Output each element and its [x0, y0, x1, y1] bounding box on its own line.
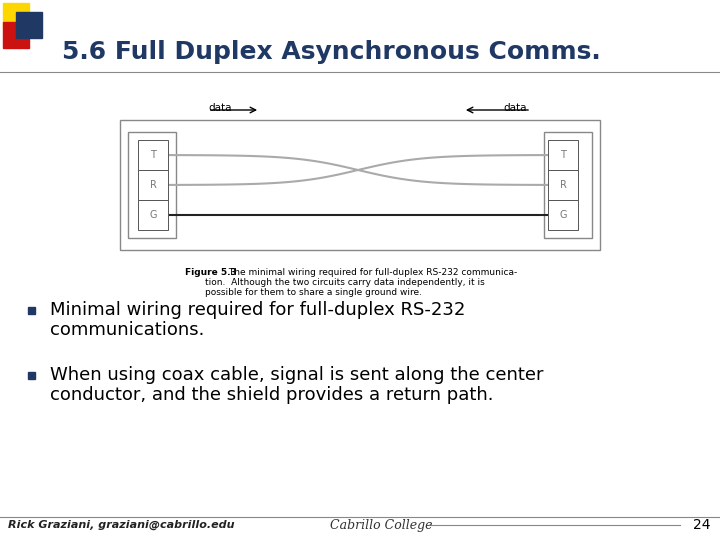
Text: G: G [559, 210, 567, 220]
Bar [28, 372, 35, 379]
Text: conductor, and the shield provides a return path.: conductor, and the shield provides a ret… [50, 386, 493, 404]
Bar [138, 140, 168, 170]
Bar [138, 170, 168, 200]
Text: R: R [150, 180, 156, 190]
Bar [28, 307, 35, 314]
Bar [3, 3, 29, 29]
Bar [16, 12, 42, 38]
Bar [548, 170, 578, 200]
Text: Rick Graziani, graziani@cabrillo.edu: Rick Graziani, graziani@cabrillo.edu [8, 520, 235, 530]
Bar [3, 22, 29, 48]
Text: tion.  Although the two circuits carry data independently, it is: tion. Although the two circuits carry da… [205, 278, 485, 287]
Bar [544, 132, 592, 238]
Bar [548, 200, 578, 230]
Text: T: T [150, 150, 156, 160]
Bar [138, 200, 168, 230]
Text: Cabrillo College: Cabrillo College [330, 518, 433, 531]
Bar [120, 120, 600, 250]
Text: Figure 5.3: Figure 5.3 [185, 268, 237, 277]
Text: data: data [208, 103, 232, 113]
Text: When using coax cable, signal is sent along the center: When using coax cable, signal is sent al… [50, 366, 544, 384]
Text: The minimal wiring required for full-duplex RS-232 communica-: The minimal wiring required for full-dup… [226, 268, 517, 277]
Bar [128, 132, 176, 238]
Text: data: data [503, 103, 526, 113]
Text: possible for them to share a single ground wire.: possible for them to share a single grou… [205, 288, 422, 297]
Text: 24: 24 [693, 518, 710, 532]
Text: communications.: communications. [50, 321, 204, 339]
Text: T: T [560, 150, 566, 160]
Text: 5.6 Full Duplex Asynchronous Comms.: 5.6 Full Duplex Asynchronous Comms. [62, 40, 600, 64]
Text: R: R [559, 180, 567, 190]
Text: Minimal wiring required for full-duplex RS-232: Minimal wiring required for full-duplex … [50, 301, 465, 319]
Text: G: G [149, 210, 157, 220]
Bar [548, 140, 578, 170]
